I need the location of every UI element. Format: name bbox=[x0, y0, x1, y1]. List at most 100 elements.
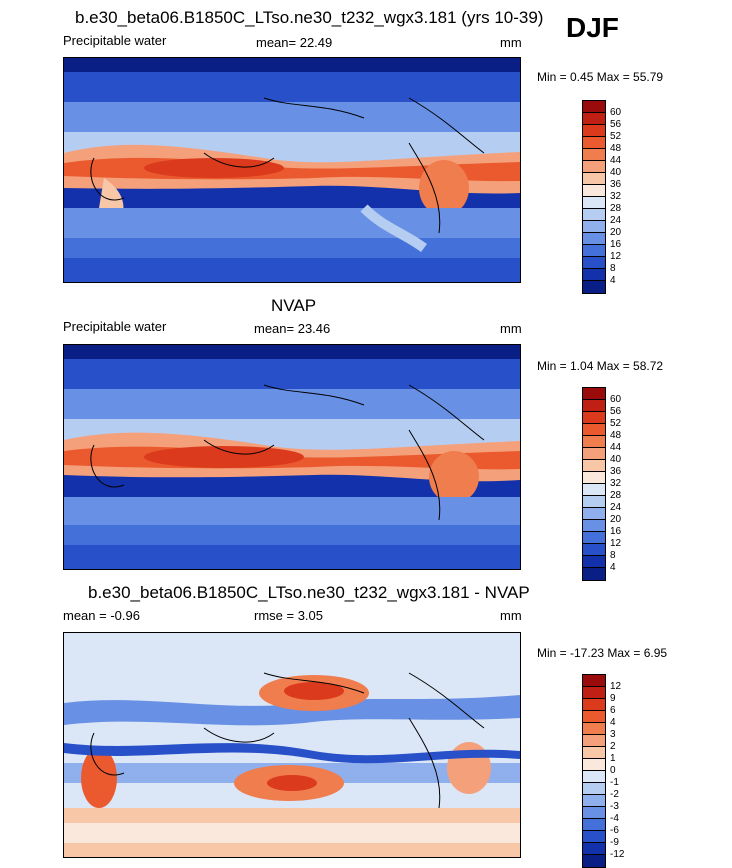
panel-2-colorbar-segment bbox=[583, 412, 605, 424]
panel-3-tick: 1 bbox=[610, 753, 616, 764]
panel-3-colorbar-segment bbox=[583, 687, 605, 699]
panel-2-colorbar bbox=[582, 387, 606, 581]
panel-1-tick: 20 bbox=[610, 227, 622, 238]
panel-2-colorbar-segment bbox=[583, 460, 605, 472]
panel-1-tick: 36 bbox=[610, 179, 622, 190]
panel-1-left-label: Precipitable water bbox=[63, 33, 167, 48]
panel-3-tick: -9 bbox=[610, 837, 619, 848]
panel-3-colorbar-segment bbox=[583, 675, 605, 687]
panel-3-colorbar-segment bbox=[583, 843, 605, 855]
panel-3-tick: 4 bbox=[610, 717, 616, 728]
panel-1-tick: 24 bbox=[610, 215, 622, 226]
panel-1-colorbar-segment bbox=[583, 149, 605, 161]
panel-1-tick: 12 bbox=[610, 251, 622, 262]
panel-3-colorbar-segment bbox=[583, 783, 605, 795]
panel-2-colorbar-segment bbox=[583, 532, 605, 544]
panel-1-colorbar-segment bbox=[583, 137, 605, 149]
panel-3-tick: 0 bbox=[610, 765, 616, 776]
panel-2-tick: 60 bbox=[610, 394, 622, 405]
panel-1-colorbar-segment bbox=[583, 161, 605, 173]
panel-1-colorbar-segment bbox=[583, 125, 605, 137]
panel-1-colorbar-segment bbox=[583, 197, 605, 209]
panel-1-colorbar-segment bbox=[583, 185, 605, 197]
panel-1-right-label: mm bbox=[500, 35, 522, 50]
panel-2-colorbar-segment bbox=[583, 556, 605, 568]
panel-1-tick: 48 bbox=[610, 143, 622, 154]
panel-3-tick: 3 bbox=[610, 729, 616, 740]
panel-3-colorbar-segment bbox=[583, 723, 605, 735]
panel-2-tick: 24 bbox=[610, 502, 622, 513]
panel-1-tick: 56 bbox=[610, 119, 622, 130]
panel-3-tick: -1 bbox=[610, 777, 619, 788]
panel-3-tick: 6 bbox=[610, 705, 616, 716]
panel-1-center-label: mean= 22.49 bbox=[256, 35, 333, 50]
panel-1-colorbar-segment bbox=[583, 269, 605, 281]
panel-1-map-field bbox=[64, 58, 520, 282]
panel-2-right-label: mm bbox=[500, 321, 522, 336]
panel-1-colorbar-segment bbox=[583, 281, 605, 293]
panel-3-tick: 9 bbox=[610, 693, 616, 704]
panel-3-colorbar-segment bbox=[583, 795, 605, 807]
panel-3-tick: 12 bbox=[610, 681, 622, 692]
panel-3-tick: -12 bbox=[610, 849, 625, 860]
panel-2-colorbar-segment bbox=[583, 496, 605, 508]
panel-3-colorbar-segment bbox=[583, 759, 605, 771]
panel-1-tick: 4 bbox=[610, 275, 616, 286]
panel-2-tick: 44 bbox=[610, 442, 622, 453]
panel-2-tick: 32 bbox=[610, 478, 622, 489]
panel-2-tick: 8 bbox=[610, 550, 616, 561]
panel-1-colorbar-segment bbox=[583, 209, 605, 221]
panel-2-tick: 48 bbox=[610, 430, 622, 441]
panel-3-tick: -2 bbox=[610, 789, 619, 800]
panel-1-colorbar-segment bbox=[583, 173, 605, 185]
panel-2-colorbar-segment bbox=[583, 568, 605, 580]
panel-2-tick: 28 bbox=[610, 490, 622, 501]
panel-2-center-label: mean= 23.46 bbox=[254, 321, 331, 336]
panel-2-map-field bbox=[64, 345, 520, 569]
panel-2-tick: 20 bbox=[610, 514, 622, 525]
panel-1-map bbox=[63, 57, 521, 283]
panel-2-minmax: Min = 1.04 Max = 58.72 bbox=[537, 359, 664, 373]
panel-1-tick: 32 bbox=[610, 191, 622, 202]
panel-1-tick: 40 bbox=[610, 167, 622, 178]
panel-1-tick: 8 bbox=[610, 263, 616, 274]
panel-3-tick: -4 bbox=[610, 813, 619, 824]
panel-1-colorbar-segment bbox=[583, 101, 605, 113]
panel-2-tick: 52 bbox=[610, 418, 622, 429]
panel-1-tick: 16 bbox=[610, 239, 622, 250]
panel-2-map bbox=[63, 344, 521, 570]
panel-3-minmax: Min = -17.23 Max = 6.95 bbox=[537, 646, 668, 660]
panel-3-tick: 2 bbox=[610, 741, 616, 752]
panel-2-colorbar-segment bbox=[583, 544, 605, 556]
panel-1-colorbar-segment bbox=[583, 245, 605, 257]
panel-2-colorbar-segment bbox=[583, 424, 605, 436]
panel-2-colorbar-segment bbox=[583, 520, 605, 532]
panel-1-tick: 28 bbox=[610, 203, 622, 214]
panel-3-colorbar-segment bbox=[583, 771, 605, 783]
panel-2-colorbar-segment bbox=[583, 436, 605, 448]
panel-1-tick: 52 bbox=[610, 131, 622, 142]
panel-3-colorbar-segment bbox=[583, 807, 605, 819]
season-label: DJF bbox=[566, 12, 619, 43]
panel-3-colorbar-segment bbox=[583, 747, 605, 759]
panel-2-colorbar-segment bbox=[583, 448, 605, 460]
panel-3-colorbar-segment bbox=[583, 735, 605, 747]
panel-1-tick: 60 bbox=[610, 107, 622, 118]
panel-3-map bbox=[63, 632, 521, 858]
panel-2-colorbar-segment bbox=[583, 508, 605, 520]
panel-3-colorbar-segment bbox=[583, 711, 605, 723]
panel-3-left-label: mean = -0.96 bbox=[63, 608, 140, 623]
panel-2-colorbar-segment bbox=[583, 400, 605, 412]
panel-3-map-field bbox=[64, 633, 520, 857]
panel-2-tick: 16 bbox=[610, 526, 622, 537]
panel-2-tick: 56 bbox=[610, 406, 622, 417]
panel-1-colorbar bbox=[582, 100, 606, 294]
panel-3-colorbar-segment bbox=[583, 831, 605, 843]
panel-2-tick: 36 bbox=[610, 466, 622, 477]
panel-2-tick: 12 bbox=[610, 538, 622, 549]
panel-1-colorbar-segment bbox=[583, 113, 605, 125]
panel-1-minmax: Min = 0.45 Max = 55.79 bbox=[537, 70, 664, 84]
panel-3-title: b.e30_beta06.B1850C_LTso.ne30_t232_wgx3.… bbox=[88, 583, 530, 602]
panel-1-colorbar-segment bbox=[583, 233, 605, 245]
panel-3-center-label: rmse = 3.05 bbox=[254, 608, 324, 623]
